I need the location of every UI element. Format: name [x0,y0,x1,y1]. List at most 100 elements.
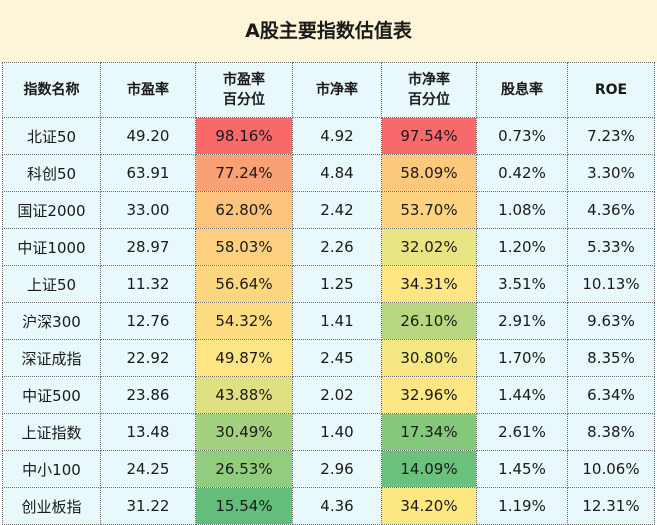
dividend-yield-cell: 1.20% [476,228,568,266]
pb-cell: 2.02 [292,376,382,414]
header-row: 指数名称 市盈率 市盈率 百分位 市净率 市净率 百分位 股息率 ROE [2,62,655,118]
pb-percentile-cell: 58.09% [381,154,477,192]
pe-percentile-cell: 54.32% [195,302,293,340]
dividend-yield-cell: 1.19% [476,487,568,525]
pe-percentile-cell: 43.88% [195,376,293,414]
valuation-table: 指数名称 市盈率 市盈率 百分位 市净率 市净率 百分位 股息率 ROE 北证50 4… [2,62,655,525]
roe-cell: 5.33% [567,228,655,266]
pe-cell: 13.48 [100,413,196,451]
table-row: 上证指数 13.48 30.49% 1.40 17.34% 2.61% 8.38% [2,413,655,451]
table-row: 创业板指 31.22 15.54% 4.36 34.20% 1.19% 12.31% [2,487,655,525]
index-name-cell: 北证50 [2,117,101,155]
dividend-yield-cell: 1.70% [476,339,568,377]
dividend-yield-cell: 0.73% [476,117,568,155]
pb-percentile-cell: 26.10% [381,302,477,340]
index-name-cell: 上证指数 [2,413,101,451]
header-index-name: 指数名称 [2,62,101,118]
table-row: 国证2000 33.00 62.80% 2.42 53.70% 1.08% 4.36% [2,191,655,229]
pe-percentile-cell: 98.16% [195,117,293,155]
table-header: 指数名称 市盈率 市盈率 百分位 市净率 市净率 百分位 股息率 ROE [2,62,655,118]
pb-cell: 4.84 [292,154,382,192]
index-name-cell: 国证2000 [2,191,101,229]
pb-percentile-cell: 14.09% [381,450,477,488]
table-row: 科创50 63.91 77.24% 4.84 58.09% 0.42% 3.30% [2,154,655,192]
header-roe: ROE [567,62,655,118]
pb-cell: 4.92 [292,117,382,155]
roe-cell: 6.34% [567,376,655,414]
pb-cell: 2.45 [292,339,382,377]
table-row: 中证1000 28.97 58.03% 2.26 32.02% 1.20% 5.33% [2,228,655,266]
header-pb: 市净率 [292,62,382,118]
dividend-yield-cell: 2.91% [476,302,568,340]
pe-percentile-cell: 26.53% [195,450,293,488]
dividend-yield-cell: 1.45% [476,450,568,488]
pb-cell: 2.42 [292,191,382,229]
pe-cell: 11.32 [100,265,196,303]
pe-cell: 24.25 [100,450,196,488]
roe-cell: 8.38% [567,413,655,451]
table-title: A股主要指数估值表 [0,0,657,62]
header-dividend-yield: 股息率 [476,62,568,118]
roe-cell: 9.63% [567,302,655,340]
pb-percentile-cell: 34.20% [381,487,477,525]
roe-cell: 7.23% [567,117,655,155]
roe-cell: 4.36% [567,191,655,229]
pb-cell: 1.41 [292,302,382,340]
roe-cell: 10.13% [567,265,655,303]
table-row: 中证500 23.86 43.88% 2.02 32.96% 1.44% 6.34% [2,376,655,414]
index-name-cell: 中证500 [2,376,101,414]
pe-cell: 49.20 [100,117,196,155]
roe-cell: 8.35% [567,339,655,377]
index-name-cell: 中小100 [2,450,101,488]
pb-percentile-cell: 53.70% [381,191,477,229]
table-row: 中小100 24.25 26.53% 2.96 14.09% 1.45% 10.06% [2,450,655,488]
table-row: 北证50 49.20 98.16% 4.92 97.54% 0.73% 7.23% [2,117,655,155]
index-name-cell: 科创50 [2,154,101,192]
pe-cell: 31.22 [100,487,196,525]
table-row: 深证成指 22.92 49.87% 2.45 30.80% 1.70% 8.35% [2,339,655,377]
pb-percentile-cell: 17.34% [381,413,477,451]
index-name-cell: 创业板指 [2,487,101,525]
pb-percentile-cell: 97.54% [381,117,477,155]
pb-cell: 4.36 [292,487,382,525]
pe-cell: 63.91 [100,154,196,192]
table-body: 北证50 49.20 98.16% 4.92 97.54% 0.73% 7.23% 科创50 6… [2,117,655,525]
pe-cell: 33.00 [100,191,196,229]
pe-percentile-cell: 30.49% [195,413,293,451]
header-pe: 市盈率 [100,62,196,118]
table-row: 上证50 11.32 56.64% 1.25 34.31% 3.51% 10.13% [2,265,655,303]
header-pe-percentile: 市盈率 百分位 [195,62,293,118]
pb-percentile-cell: 34.31% [381,265,477,303]
pb-cell: 2.26 [292,228,382,266]
pb-percentile-cell: 30.80% [381,339,477,377]
pe-cell: 12.76 [100,302,196,340]
dividend-yield-cell: 1.44% [476,376,568,414]
dividend-yield-cell: 1.08% [476,191,568,229]
roe-cell: 3.30% [567,154,655,192]
pe-percentile-cell: 62.80% [195,191,293,229]
index-name-cell: 沪深300 [2,302,101,340]
header-pb-percentile: 市净率 百分位 [381,62,477,118]
pe-percentile-cell: 49.87% [195,339,293,377]
pb-cell: 2.96 [292,450,382,488]
pe-percentile-cell: 58.03% [195,228,293,266]
index-name-cell: 上证50 [2,265,101,303]
pe-percentile-cell: 15.54% [195,487,293,525]
table-row: 沪深300 12.76 54.32% 1.41 26.10% 2.91% 9.63% [2,302,655,340]
dividend-yield-cell: 3.51% [476,265,568,303]
pe-cell: 22.92 [100,339,196,377]
pe-cell: 23.86 [100,376,196,414]
index-name-cell: 中证1000 [2,228,101,266]
dividend-yield-cell: 2.61% [476,413,568,451]
pb-cell: 1.25 [292,265,382,303]
roe-cell: 12.31% [567,487,655,525]
pe-percentile-cell: 77.24% [195,154,293,192]
dividend-yield-cell: 0.42% [476,154,568,192]
pb-percentile-cell: 32.02% [381,228,477,266]
pb-cell: 1.40 [292,413,382,451]
pe-cell: 28.97 [100,228,196,266]
roe-cell: 10.06% [567,450,655,488]
index-name-cell: 深证成指 [2,339,101,377]
pe-percentile-cell: 56.64% [195,265,293,303]
